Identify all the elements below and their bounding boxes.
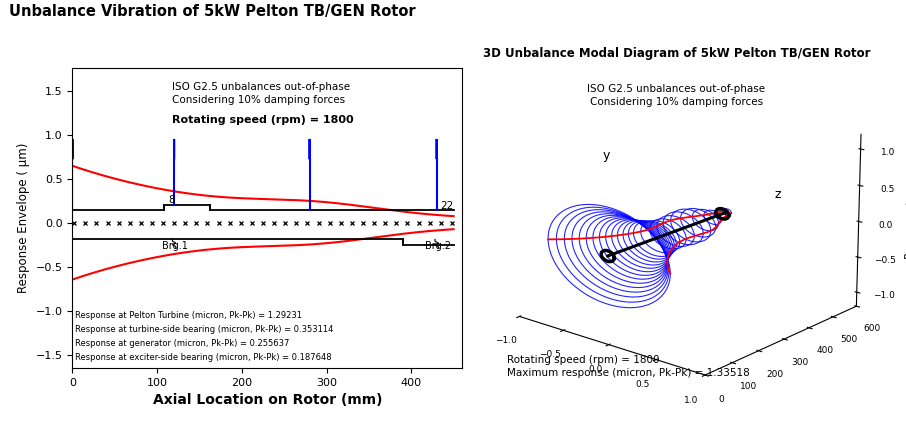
Text: Response at generator (micron, Pk-Pk) = 0.255637: Response at generator (micron, Pk-Pk) = … xyxy=(75,339,289,348)
Text: Brg.1: Brg.1 xyxy=(162,241,188,251)
Text: 22: 22 xyxy=(440,202,453,211)
Text: 8: 8 xyxy=(169,195,175,205)
X-axis label: Axial Location on Rotor (mm): Axial Location on Rotor (mm) xyxy=(152,393,382,407)
Text: 3D Unbalance Modal Diagram of 5kW Pelton TB/GEN Rotor: 3D Unbalance Modal Diagram of 5kW Pelton… xyxy=(483,47,871,59)
Y-axis label: Response Envelope ( μm): Response Envelope ( μm) xyxy=(17,143,30,294)
Text: Response at turbine-side bearing (micron, Pk-Pk) = 0.353114: Response at turbine-side bearing (micron… xyxy=(75,325,333,334)
Text: ISO G2.5 unbalances out-of-phase
Considering 10% damping forces: ISO G2.5 unbalances out-of-phase Conside… xyxy=(587,84,766,107)
Text: Brg.2: Brg.2 xyxy=(425,241,451,251)
Text: Rotating speed (rpm) = 1800
Maximum response (micron, Pk-Pk) = 1.33518: Rotating speed (rpm) = 1800 Maximum resp… xyxy=(507,355,750,378)
Text: Response at exciter-side bearing (micron, Pk-Pk) = 0.187648: Response at exciter-side bearing (micron… xyxy=(75,353,332,362)
Text: Rotating speed (rpm) = 1800: Rotating speed (rpm) = 1800 xyxy=(172,115,354,125)
Text: Response at Pelton Turbine (micron, Pk-Pk) = 1.29231: Response at Pelton Turbine (micron, Pk-P… xyxy=(75,311,302,320)
Text: ISO G2.5 unbalances out-of-phase
Considering 10% damping forces: ISO G2.5 unbalances out-of-phase Conside… xyxy=(172,82,351,105)
Text: Unbalance Vibration of 5kW Pelton TB/GEN Rotor: Unbalance Vibration of 5kW Pelton TB/GEN… xyxy=(9,4,416,19)
